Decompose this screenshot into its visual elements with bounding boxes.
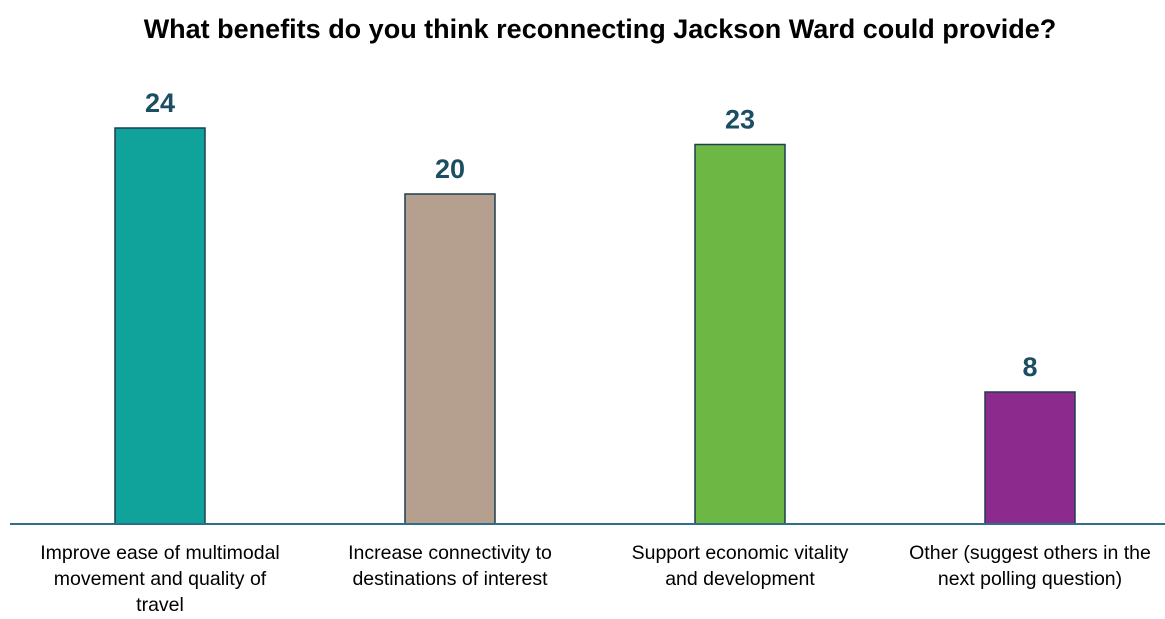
category-label-1: Improve ease of multimodal movement and …	[40, 542, 280, 616]
data-label-1: 24	[145, 88, 175, 118]
data-label-2: 20	[435, 154, 465, 184]
bar-4	[984, 391, 1076, 525]
category-label-4: Other (suggest others in the next pollin…	[909, 542, 1151, 590]
bar-3	[694, 143, 786, 525]
bar-1	[114, 127, 206, 525]
category-label-3: Support economic vitality and developmen…	[631, 542, 849, 590]
bar-2	[404, 193, 496, 525]
chart-title: What benefits do you think reconnecting …	[143, 14, 1057, 44]
data-label-3: 23	[725, 105, 755, 135]
category-label-2: Increase connectivity to destinations of…	[348, 542, 552, 590]
data-label-4: 8	[1022, 352, 1037, 382]
